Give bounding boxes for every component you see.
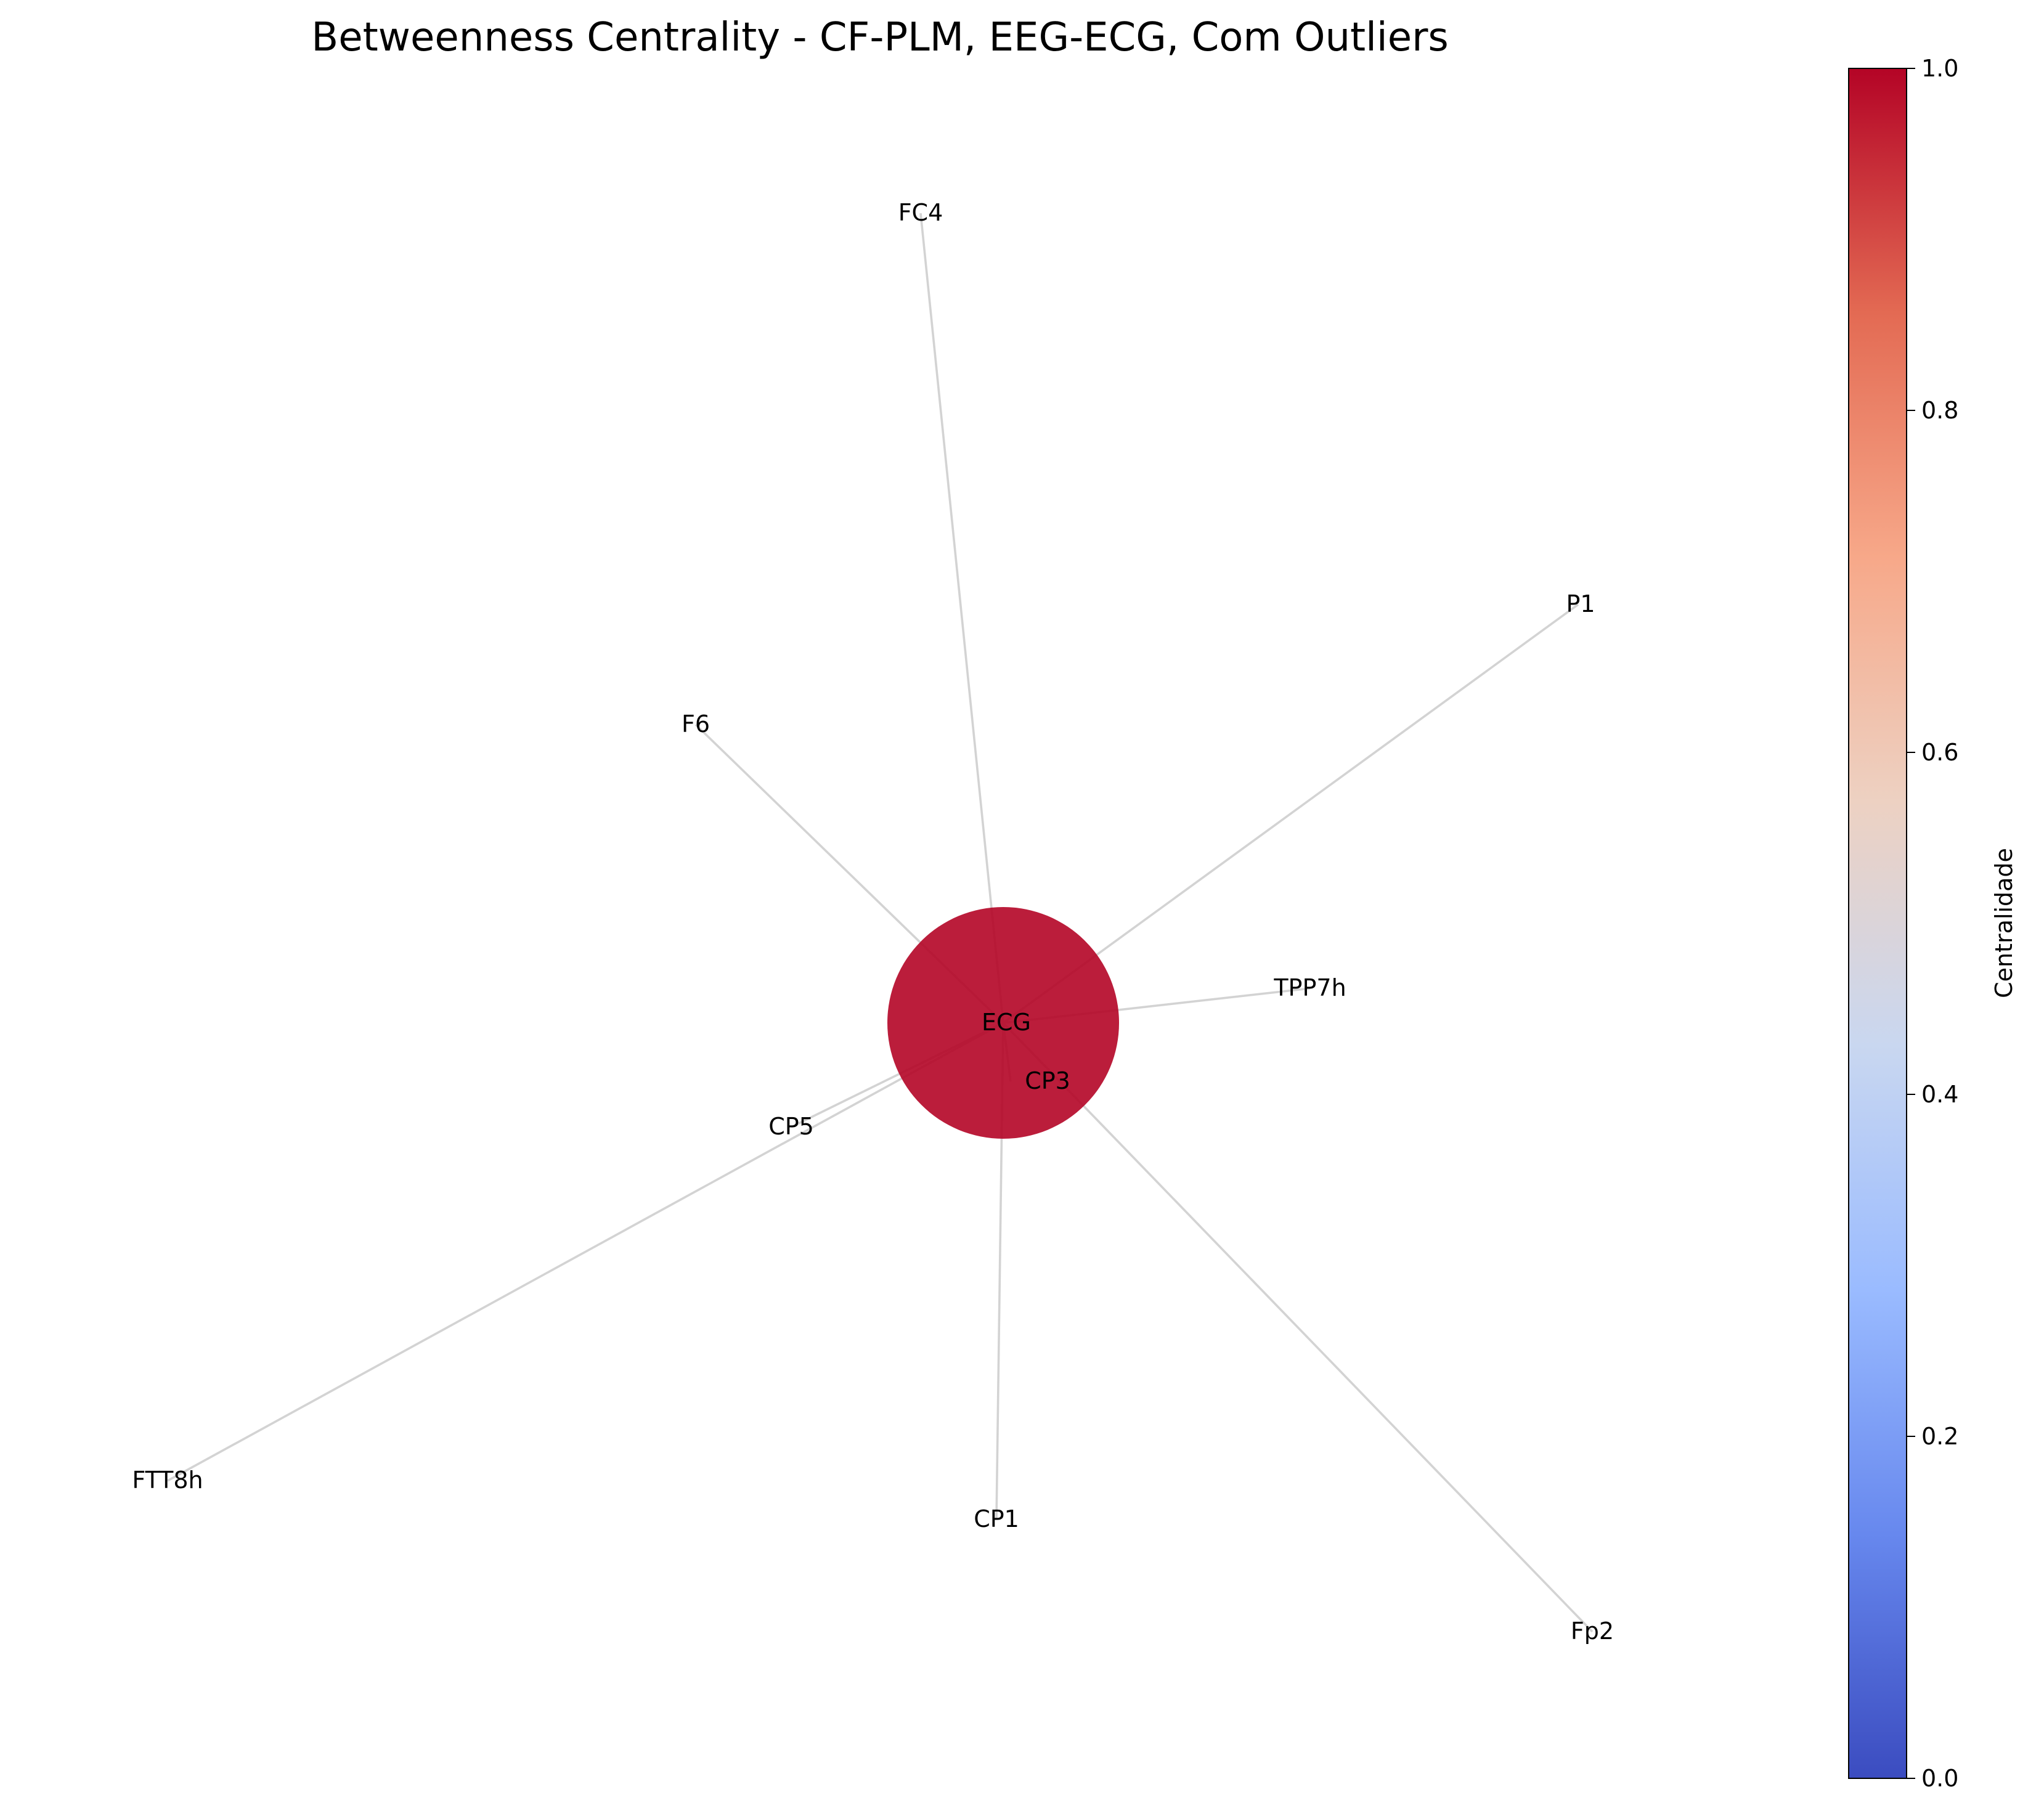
- edge-ecg-fc4: [919, 213, 1004, 1024]
- colorbar-tick-label: 0.0: [1921, 1765, 1958, 1792]
- node-label-p1: P1: [1566, 590, 1595, 617]
- node-label-ecg: ECG: [982, 1009, 1031, 1036]
- node-label-tpp7h: TPP7h: [1273, 974, 1346, 1001]
- colorbar-label: Centralidade: [1990, 848, 2018, 998]
- figure-title: Betweenness Centrality - CF-PLM, EEG-ECG…: [311, 15, 1448, 60]
- edge-ecg-p1: [1002, 603, 1579, 1024]
- node-label-cp3: CP3: [1025, 1067, 1070, 1094]
- colorbar-ticks: 0.0 0.2 0.4 0.6 0.8 1.0: [1907, 55, 1958, 1792]
- colorbar: 0.0 0.2 0.4 0.6 0.8 1.0 Centralidade: [1848, 55, 2018, 1792]
- node-label-cp1: CP1: [974, 1505, 1019, 1532]
- edge-layer: [167, 213, 1594, 1633]
- colorbar-tick-label: 0.8: [1921, 397, 1958, 424]
- node-ecg: [887, 907, 1119, 1139]
- label-layer: ECG CP3 CP5 CP1 FC4 F6 P1 TPP7h FTT8h Fp2: [132, 199, 1614, 1645]
- edge-ecg-fp2: [1002, 1022, 1594, 1633]
- colorbar-tick-label: 0.6: [1921, 739, 1958, 766]
- node-label-cp5: CP5: [768, 1113, 814, 1140]
- colorbar-gradient: [1848, 68, 1907, 1779]
- colorbar-tick-label: 0.2: [1921, 1423, 1958, 1450]
- node-label-ftt8h: FTT8h: [132, 1467, 203, 1494]
- colorbar-tick-label: 0.4: [1921, 1081, 1958, 1108]
- node-label-fc4: FC4: [898, 199, 943, 226]
- node-label-f6: F6: [682, 710, 710, 738]
- edge-ecg-ftt8h: [167, 1022, 1004, 1482]
- node-layer: [887, 907, 1119, 1139]
- colorbar-tick-label: 1.0: [1921, 55, 1958, 82]
- node-label-fp2: Fp2: [1571, 1618, 1614, 1645]
